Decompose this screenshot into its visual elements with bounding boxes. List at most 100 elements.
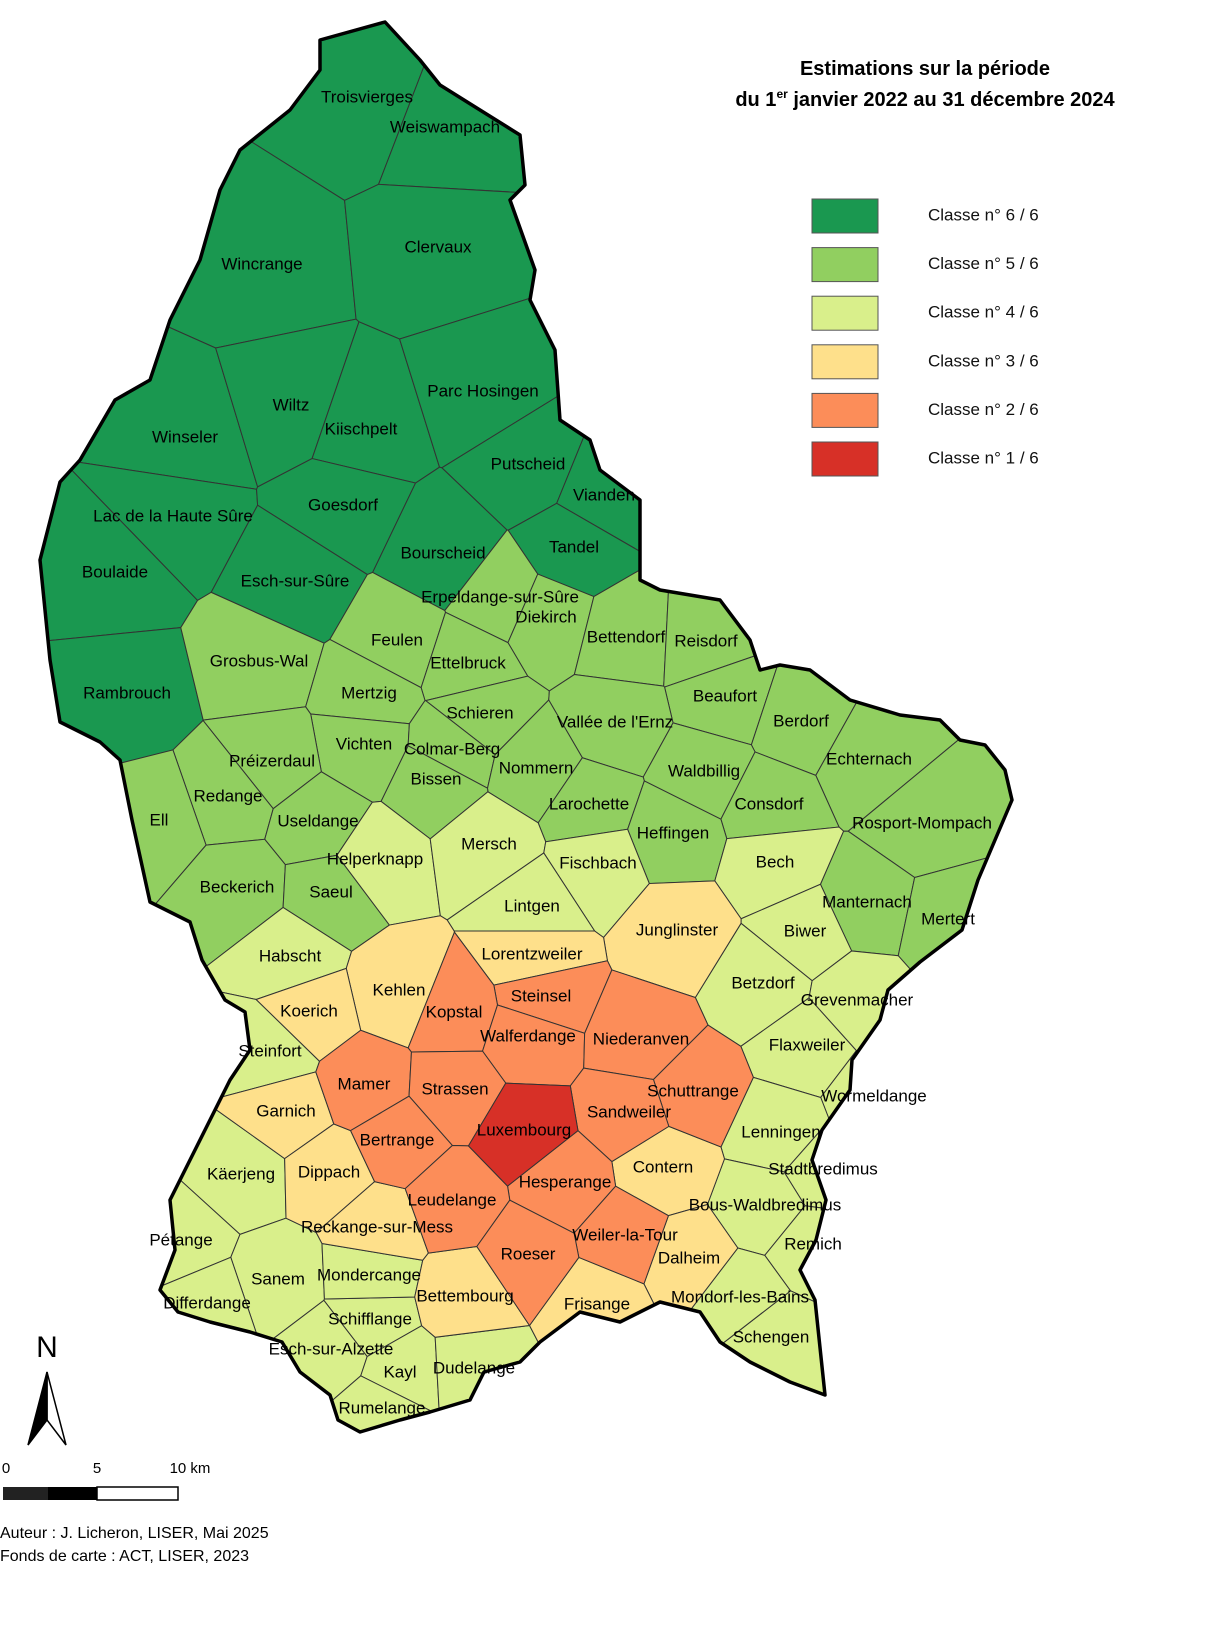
commune-label: Bissen xyxy=(410,769,461,788)
title-superscript: er xyxy=(776,87,788,101)
commune-label: Tandel xyxy=(549,537,599,556)
commune-label: Helperknapp xyxy=(327,849,423,868)
commune-area xyxy=(125,1375,537,1432)
commune-area xyxy=(40,1256,262,1432)
commune-label: Schifflange xyxy=(328,1309,412,1328)
commune-label: Bous-Waldbredimus xyxy=(689,1195,841,1214)
commune-label: Stadtbredimus xyxy=(768,1159,878,1178)
commune-label: Steinfort xyxy=(238,1041,302,1060)
commune-label: Vichten xyxy=(336,734,392,753)
scale-label: 10 km xyxy=(170,1460,211,1477)
commune-label: Wiltz xyxy=(273,395,310,414)
commune-area xyxy=(750,277,1012,776)
commune-label: Fischbach xyxy=(559,853,636,872)
commune-label: Pétange xyxy=(149,1230,212,1249)
commune-label: Esch-sur-Alzette xyxy=(269,1339,394,1358)
commune-area xyxy=(404,1144,511,1254)
commune-label: Schengen xyxy=(733,1327,810,1346)
commune-label: Bettendorf xyxy=(587,627,666,646)
commune-label: Mondercange xyxy=(317,1265,421,1284)
commune-label: Flaxweiler xyxy=(769,1035,846,1054)
commune-label: Sandweiler xyxy=(587,1102,671,1121)
commune-label: Wincrange xyxy=(221,254,302,273)
commune-label: Vianden xyxy=(573,485,635,504)
commune-label: Hesperange xyxy=(519,1172,612,1191)
commune-label: Differdange xyxy=(163,1293,251,1312)
commune-label: Bech xyxy=(756,852,795,871)
commune-label: Nommern xyxy=(499,758,574,777)
legend-swatch xyxy=(811,295,879,331)
commune-label: Redange xyxy=(193,786,262,805)
commune-label: Schuttrange xyxy=(647,1081,739,1100)
legend-swatch xyxy=(811,247,879,283)
commune-label: Ettelbruck xyxy=(430,653,506,672)
commune-label: Clervaux xyxy=(404,237,472,256)
commune-labels: Troisvierges Weiswampach Wincrange Clervaux… xyxy=(82,87,992,1417)
commune-area xyxy=(663,246,1012,688)
commune-label: Goesdorf xyxy=(308,495,378,514)
commune-label: Bettembourg xyxy=(416,1286,513,1305)
commune-area xyxy=(476,1199,580,1327)
commune-label: Lorentzweiler xyxy=(481,944,582,963)
legend-label: Classe n° 5 / 6 xyxy=(928,254,1039,273)
commune-label: Mersch xyxy=(461,834,517,853)
commune-label: Beaufort xyxy=(693,686,758,705)
commune-label: Schieren xyxy=(446,703,513,722)
commune-label: Saeul xyxy=(309,882,352,901)
legend-swatch xyxy=(811,392,879,428)
commune-label: Mertert xyxy=(921,909,975,928)
commune-label: Frisange xyxy=(564,1294,630,1313)
commune-label: Betzdorf xyxy=(731,973,795,992)
commune-label: Weiswampach xyxy=(390,117,500,136)
north-label: N xyxy=(36,1331,58,1364)
legend-label: Classe n° 1 / 6 xyxy=(928,448,1039,467)
commune-label: Rumelange xyxy=(339,1398,426,1417)
commune-label: Lenningen xyxy=(741,1122,820,1141)
legend-label: Classe n° 2 / 6 xyxy=(928,400,1039,419)
commune-label: Steinsel xyxy=(511,986,571,1005)
commune-label: Junglinster xyxy=(636,920,719,939)
commune-label: Wormeldange xyxy=(821,1086,927,1105)
commune-label: Contern xyxy=(633,1157,693,1176)
legend: Classe n° 6 / 6 Classe n° 5 / 6 Classe n° … xyxy=(811,198,1039,477)
commune-label: Beckerich xyxy=(200,877,275,896)
legend-swatch xyxy=(811,344,879,380)
legend-swatch xyxy=(811,441,879,477)
commune-label: Heffingen xyxy=(637,823,709,842)
commune-label: Erpeldange-sur-Sûre xyxy=(421,587,579,606)
commune-area xyxy=(344,183,769,340)
commune-label: Kopstal xyxy=(426,1002,483,1021)
commune-label: Garnich xyxy=(256,1101,316,1120)
commune-label: Dalheim xyxy=(658,1248,720,1267)
commune-area xyxy=(820,1030,1012,1323)
commune-label: Berdorf xyxy=(773,711,829,730)
commune-label: Reisdorf xyxy=(674,631,738,650)
scale-label: 0 xyxy=(2,1460,10,1477)
commune-label: Habscht xyxy=(259,946,322,965)
commune-label: Troisvierges xyxy=(321,87,413,106)
commune-label: Diekirch xyxy=(515,607,576,626)
legend-swatch xyxy=(811,198,879,234)
commune-label: Putscheid xyxy=(491,454,566,473)
commune-label: Lac de la Haute Sûre xyxy=(93,506,253,525)
commune-label: Useldange xyxy=(277,811,358,830)
commune-label: Lintgen xyxy=(504,896,560,915)
commune-label: Boulaide xyxy=(82,562,148,581)
commune-label: Sanem xyxy=(251,1269,305,1288)
title-part: du 1 xyxy=(735,89,776,111)
commune-label: Esch-sur-Sûre xyxy=(241,571,350,590)
commune-label: Grosbus-Wal xyxy=(210,651,309,670)
commune-label: Bertrange xyxy=(360,1130,435,1149)
commune-label: Echternach xyxy=(826,749,912,768)
commune-label: Reckange-sur-Mess xyxy=(301,1217,453,1236)
commune-label: Walferdange xyxy=(480,1026,576,1045)
commune-label: Weiler-la-Tour xyxy=(572,1225,678,1244)
commune-area xyxy=(467,1082,579,1187)
north-arrow xyxy=(27,1371,67,1446)
title-line-2: du 1er janvier 2022 au 31 décembre 2024 xyxy=(735,87,1115,111)
commune-area xyxy=(641,1290,1012,1432)
commune-label: Consdorf xyxy=(735,794,804,813)
commune-label: Grevenmacher xyxy=(801,990,914,1009)
